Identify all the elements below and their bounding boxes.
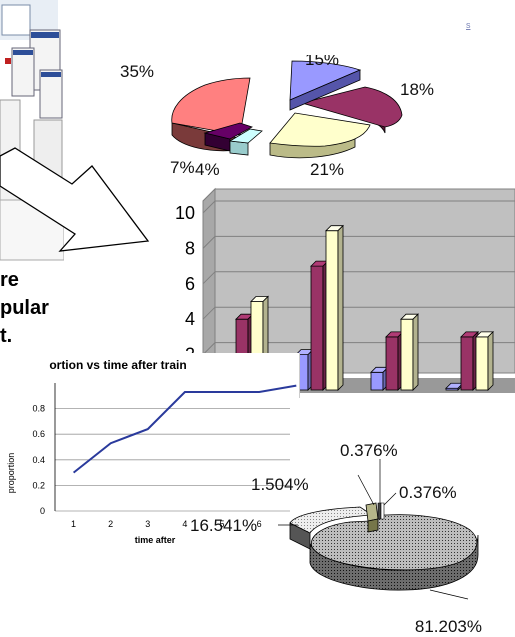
line-ytick-label: 0.2	[32, 480, 45, 490]
embedded-screenshot-thumbnails	[0, 0, 64, 261]
bar-gridline-side	[202, 306, 216, 320]
line-ytick-label: 0	[40, 506, 45, 516]
pie-chart-bottom: 81.203% 16.541% 1.504% 0.376% 0.376%	[190, 441, 482, 635]
callout-arrow	[0, 147, 150, 252]
line-xtick-label: 1	[71, 519, 76, 529]
caption-line-1: re	[0, 269, 19, 291]
pie1-slice-4	[228, 128, 263, 156]
pie2-slice-1504	[365, 502, 379, 533]
line-ytick-label: 0.4	[32, 455, 45, 465]
bar-gridline-side	[202, 342, 216, 355]
bar-mark	[325, 224, 344, 391]
bar-mark	[400, 313, 419, 391]
line-chart: ortion vs time after train proportion ti…	[0, 353, 300, 548]
line-ytick-label: 0.8	[32, 404, 45, 414]
pie2-label-1504: 1.504%	[251, 475, 309, 494]
bar-mark	[370, 366, 389, 391]
pie2-label-81203: 81.203%	[415, 617, 482, 635]
line-xtick-label: 5	[220, 519, 225, 529]
bar-gridline-side	[202, 200, 216, 214]
bar-ytick-label: 6	[185, 274, 195, 294]
bar-chart: 246810	[175, 187, 515, 393]
bar-ytick-label: 4	[185, 309, 195, 329]
pie1-slice-18	[300, 86, 403, 134]
bar-mark	[460, 330, 479, 391]
pie2-slice-16541	[289, 506, 374, 550]
pie1-label-15: 15%	[305, 55, 339, 69]
pie1-label-35: 35%	[120, 62, 154, 81]
pie2-label-0376-top: 0.376%	[340, 441, 398, 460]
bar-gridline-side	[202, 236, 216, 249]
pie1-slice-21	[269, 112, 371, 159]
pie1-slice-7	[203, 122, 253, 152]
pie2-label-16541: 16.541%	[190, 516, 257, 535]
pie-chart-top: 15% 18% 21% 4% 7% 35%	[120, 55, 434, 175]
line-ytick-label: 0.6	[32, 429, 45, 439]
line-series	[72, 384, 297, 474]
caption-line-3: t.	[0, 325, 13, 347]
bar-mark	[475, 330, 494, 391]
line-xtick-label: 6	[257, 519, 262, 529]
pie2-slice-81203	[309, 514, 479, 591]
pie1-label-21: 21%	[310, 160, 344, 175]
line-xtick-label: 4	[182, 519, 187, 529]
line-chart-xlabel: time after	[135, 535, 176, 545]
pie2-slice-0376a	[377, 502, 382, 520]
line-xtick-label: 2	[108, 519, 113, 529]
line-chart-ylabel: proportion	[6, 453, 16, 494]
bar-ytick-label: 8	[185, 238, 195, 258]
bar-gridline-side	[202, 271, 216, 285]
bar-mark	[385, 330, 404, 391]
pie1-slice-15	[289, 60, 362, 111]
pie1-label-7: 7%	[170, 158, 195, 175]
pie1-label-18: 18%	[400, 80, 434, 99]
line-xtick-label: 3	[145, 519, 150, 529]
pie2-slice-0376b	[380, 502, 385, 520]
bar-ytick-label: 10	[175, 203, 195, 223]
slide-caption: re pular t.	[0, 266, 49, 350]
bar-mark	[310, 260, 329, 391]
line-chart-title: ortion vs time after train	[49, 358, 186, 372]
pie2-label-0376-right: 0.376%	[399, 483, 457, 502]
pie1-label-4: 4%	[195, 160, 220, 175]
caption-line-2: pular	[0, 297, 49, 319]
corner-mark: s	[466, 20, 471, 30]
